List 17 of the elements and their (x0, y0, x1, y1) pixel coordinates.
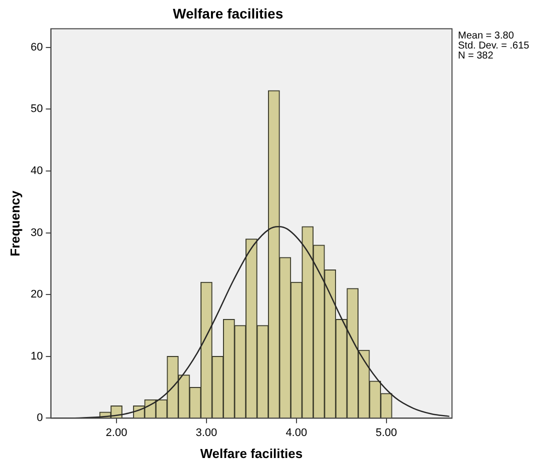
x-tick-label: 3.00 (196, 426, 218, 439)
y-tick-label: 20 (30, 288, 43, 301)
y-tick-label: 50 (30, 103, 43, 116)
chart-title: Welfare facilities (172, 5, 284, 22)
text: Mean = 3.80 (458, 30, 514, 42)
x-tick-label: 4.00 (286, 426, 308, 439)
y-tick-label: 60 (30, 41, 43, 54)
y-axis-title: Frequency (7, 190, 22, 256)
x-axis-title: Welfare facilities (200, 446, 303, 461)
x-tick-label: 5.00 (376, 426, 398, 439)
text: N = 382 (458, 50, 494, 62)
y-tick-label: 40 (30, 164, 43, 177)
y-tick-label: 10 (30, 350, 43, 362)
y-tick-label: 30 (30, 226, 43, 239)
y-tick-label: 0 (36, 412, 43, 424)
x-tick-label: 2.00 (106, 426, 128, 439)
text: Std. Dev. = .615 (458, 40, 530, 52)
